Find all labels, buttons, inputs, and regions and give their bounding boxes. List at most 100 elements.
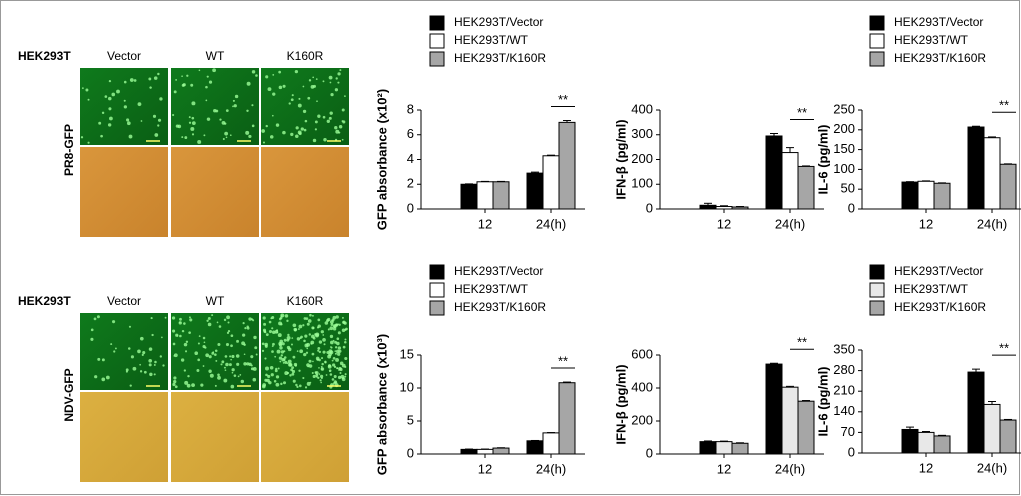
cell-dot — [333, 325, 336, 328]
cell-dot — [305, 351, 309, 354]
cell-dot — [273, 379, 277, 383]
cell-dot — [327, 354, 332, 359]
cell-dot — [296, 385, 299, 389]
cell-dot — [315, 371, 319, 375]
cell-dot — [323, 137, 327, 142]
legend-label: HEK293T/Vector — [894, 15, 983, 29]
y-tick-label: 0 — [646, 200, 653, 215]
cell-dot — [200, 383, 204, 387]
x-tick-label: 12 — [717, 461, 731, 476]
cell-dot — [304, 334, 308, 338]
cell-dot — [123, 99, 126, 102]
cell-dot — [337, 81, 340, 84]
cell-dot — [298, 132, 302, 136]
cell-dot — [311, 352, 315, 356]
cell-dot — [183, 369, 187, 372]
cell-dot — [317, 324, 321, 328]
cell-dot — [236, 339, 239, 343]
legend-swatch — [429, 282, 445, 298]
cell-dot — [281, 357, 285, 362]
cell-dot — [188, 116, 191, 119]
cell-dot — [283, 381, 287, 385]
cell-dot — [302, 376, 305, 380]
cell-dot — [183, 322, 186, 325]
cell-dot — [280, 354, 283, 357]
cell-dot — [314, 128, 317, 131]
cell-dot — [254, 346, 258, 350]
cell-dot — [284, 314, 289, 318]
cell-dot — [141, 353, 144, 356]
x-tick-label: 24(h) — [977, 216, 1007, 231]
cell-dot — [325, 374, 328, 376]
cell-dot — [342, 120, 346, 124]
cell-dot — [341, 316, 344, 319]
cell-dot — [224, 369, 227, 371]
bar — [797, 400, 815, 455]
significance-label: ** — [558, 353, 568, 368]
column-label: K160R — [287, 49, 324, 63]
cell-line-label: HEK293T — [18, 49, 71, 63]
cell-dot — [157, 118, 162, 122]
y-tick-label: 350 — [833, 341, 855, 356]
cell-dot — [173, 90, 177, 94]
significance-label: ** — [999, 98, 1009, 113]
cell-dot — [302, 85, 305, 88]
cell-dot — [322, 115, 326, 119]
cell-dot — [338, 131, 341, 134]
cell-dot — [153, 373, 156, 376]
cell-dot — [329, 320, 334, 324]
cell-dot — [302, 109, 307, 114]
cell-dot — [332, 356, 336, 360]
cell-dot — [315, 332, 320, 337]
cell-dot — [188, 331, 191, 335]
y-axis-label: IL-6 (pg/ml) — [815, 124, 830, 194]
y-axis-label: GFP absorbance (x10²) — [374, 89, 389, 230]
cell-dot — [219, 118, 222, 121]
cell-dot — [312, 326, 315, 330]
cell-dot — [148, 347, 153, 351]
cell-dot — [202, 365, 205, 367]
cell-dot — [308, 359, 312, 363]
y-tick-label: 140 — [833, 403, 855, 418]
cell-dot — [293, 327, 297, 332]
legend-label: HEK293T/Vector — [454, 15, 543, 29]
cell-dot — [130, 355, 134, 359]
cell-dot — [330, 323, 334, 326]
cell-dot — [142, 351, 146, 355]
cell-dot — [337, 375, 342, 380]
cell-dot — [181, 136, 184, 139]
cell-dot — [184, 380, 189, 385]
cell-dot — [173, 376, 177, 380]
cell-dot — [231, 354, 235, 359]
cell-dot — [246, 326, 250, 330]
brightfield-image — [171, 392, 259, 482]
cell-dot — [132, 366, 137, 371]
cell-dot — [271, 350, 274, 353]
cell-dot — [87, 141, 90, 144]
cell-dot — [206, 75, 209, 78]
cell-dot — [270, 373, 274, 377]
legend-label: HEK293T/K160R — [454, 51, 546, 65]
cell-dot — [240, 379, 245, 384]
bar — [542, 432, 560, 455]
cell-dot — [174, 385, 178, 389]
cell-dot — [204, 346, 207, 349]
cell-dot — [225, 136, 228, 139]
cell-dot — [206, 319, 209, 322]
cell-dot — [320, 365, 323, 368]
cell-dot — [298, 369, 301, 372]
cell-dot — [183, 342, 188, 347]
cell-dot — [308, 79, 312, 82]
cell-dot — [283, 356, 287, 359]
cell-dot — [101, 358, 105, 362]
cell-dot — [197, 342, 200, 345]
cell-dot — [278, 343, 283, 347]
cell-dot — [283, 338, 287, 342]
legend-swatch — [429, 264, 445, 280]
bar — [460, 448, 478, 455]
cell-dot — [297, 103, 302, 108]
cell-dot — [250, 367, 254, 371]
cell-dot — [319, 374, 324, 378]
legend-label: HEK293T/Vector — [454, 264, 543, 278]
cell-dot — [217, 373, 220, 377]
